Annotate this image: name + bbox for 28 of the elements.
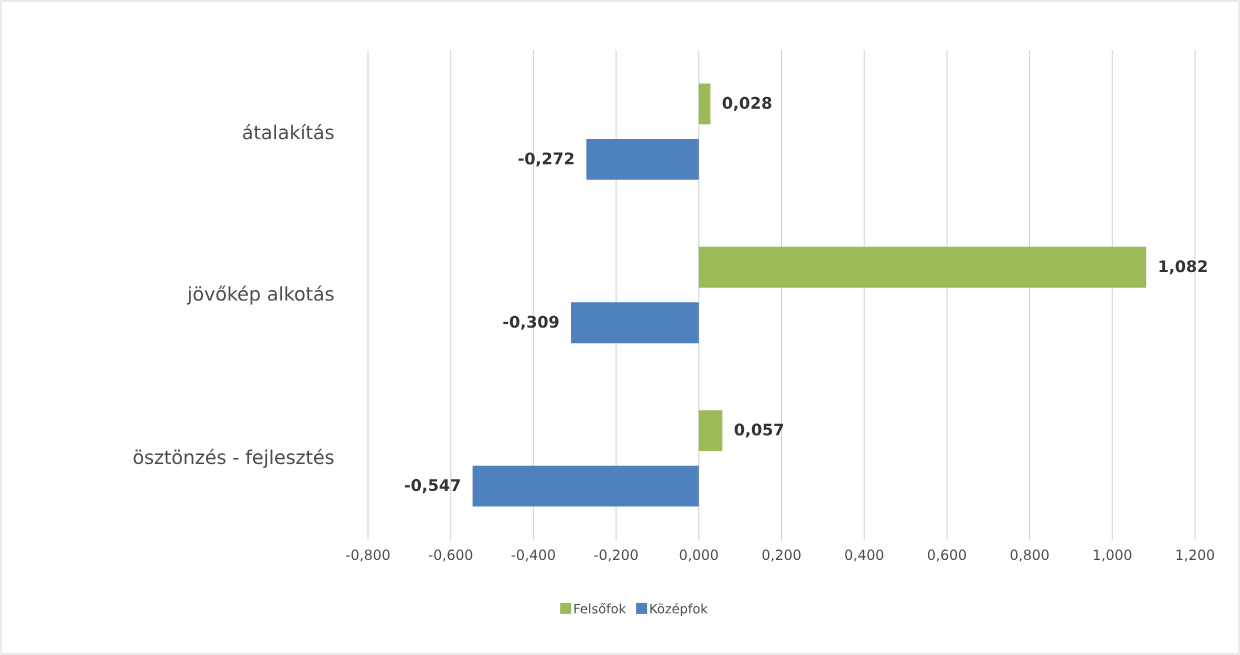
y-tick-label: átalakítás <box>243 123 334 140</box>
x-tick-label: -0,200 <box>594 549 638 562</box>
x-tick-label: -0,600 <box>428 549 473 562</box>
x-tick-label: -0,400 <box>511 549 555 562</box>
x-tick-label: 0,800 <box>1010 549 1049 562</box>
data-label: 0,028 <box>722 96 772 111</box>
bar <box>472 465 699 507</box>
bar <box>586 139 699 180</box>
data-label: 1,082 <box>1159 260 1207 275</box>
bar <box>698 83 711 125</box>
data-label: -0,309 <box>503 315 559 330</box>
x-tick-label: 1,000 <box>1093 549 1132 562</box>
bar <box>698 246 1147 288</box>
bar <box>698 410 723 451</box>
data-label: -0,547 <box>404 479 460 494</box>
x-tick-label: 0,000 <box>679 549 718 562</box>
x-tick-label: 0,400 <box>845 549 884 562</box>
legend-label: Középfok <box>650 602 708 617</box>
y-tick-label: ösztönzés - fejlesztés <box>133 448 334 468</box>
x-tick-label: 0,600 <box>927 549 966 562</box>
x-tick-label: 1,200 <box>1176 549 1215 562</box>
x-tick-label: 0,200 <box>762 549 801 562</box>
y-tick-label: jövőkép alkotás <box>186 285 334 305</box>
x-tick-label: -0,800 <box>346 549 390 562</box>
legend-label: Felsőfok <box>574 602 627 614</box>
data-label: -0,272 <box>518 152 574 167</box>
bar <box>571 302 699 344</box>
data-label: 0,057 <box>734 423 784 438</box>
